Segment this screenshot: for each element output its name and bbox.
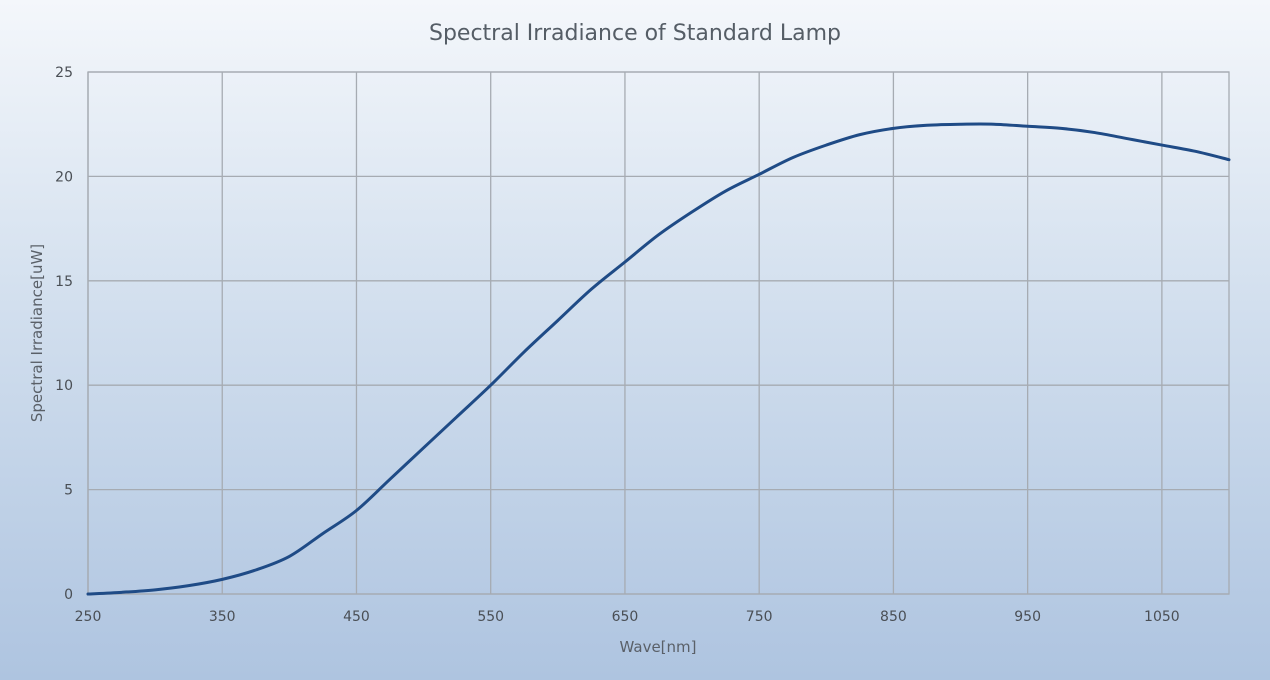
x-axis-label: Wave[nm] [620,638,697,656]
x-tick-label: 1050 [1144,609,1180,625]
x-tick-label: 450 [343,609,370,625]
x-tick-label: 750 [746,609,773,625]
plot-area [87,71,1230,595]
series-line [86,122,1231,596]
x-tick-label: 550 [477,609,504,625]
y-tick-label: 20 [55,169,73,185]
y-axis-ticks: 0 5 10 15 20 25 [55,65,73,603]
y-tick-label: 25 [55,65,73,81]
grid [87,71,1229,595]
y-tick-label: 15 [55,274,73,290]
x-tick-label: 650 [612,609,639,625]
x-axis-ticks: 250 350 450 550 650 750 850 950 1050 [75,609,1180,625]
y-tick-label: 5 [64,483,73,499]
y-tick-label: 10 [55,378,73,394]
x-tick-label: 850 [880,609,907,625]
y-tick-label: 0 [64,587,73,603]
x-tick-label: 950 [1014,609,1041,625]
x-tick-label: 250 [75,609,102,625]
x-tick-label: 350 [209,609,236,625]
y-axis-label: Spectral Irradiance[uW] [28,244,46,422]
chart-title: Spectral Irradiance of Standard Lamp [429,21,841,46]
